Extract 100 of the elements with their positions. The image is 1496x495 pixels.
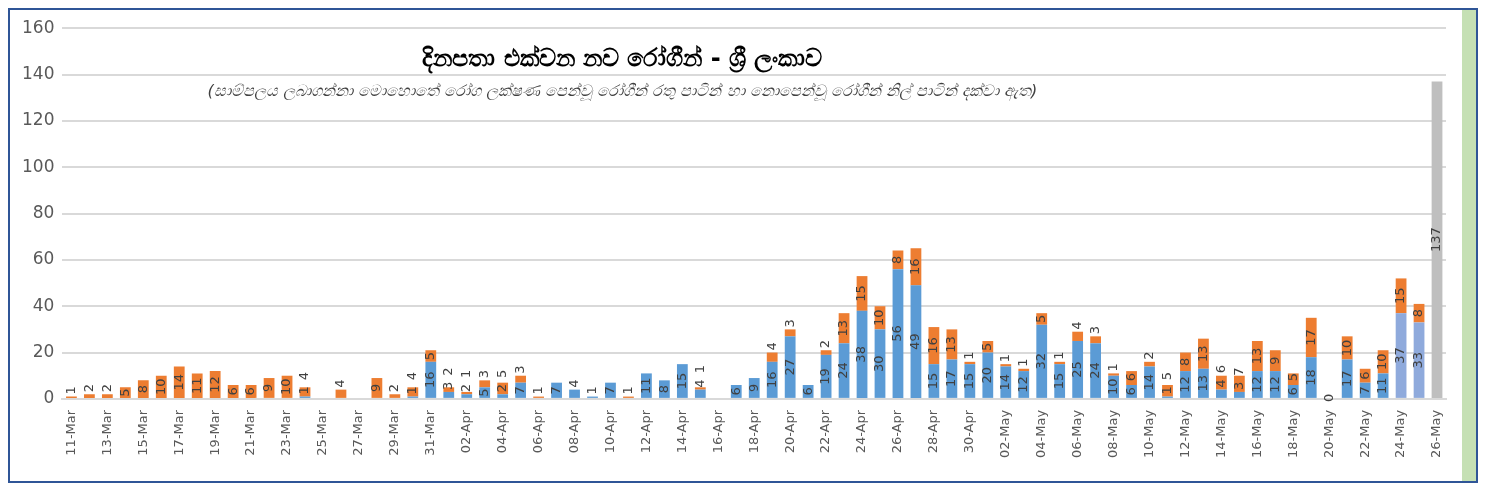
y-tick-label: 0: [43, 387, 55, 408]
data-label: 33: [1410, 351, 1426, 369]
data-label: 8: [1176, 357, 1192, 366]
x-tick-label: 12-May: [1176, 409, 1192, 458]
data-label: 1: [997, 353, 1013, 363]
data-label: 11: [188, 377, 204, 394]
x-tick-label: 24-May: [1392, 409, 1408, 458]
x-tick-label: 27-Mar: [350, 409, 366, 456]
data-label: 1: [619, 386, 635, 395]
x-tick-label: 26-May: [1428, 409, 1444, 458]
x-tick-label: 21-Mar: [242, 409, 258, 456]
data-label: 13: [835, 319, 851, 337]
data-label: 2: [458, 383, 474, 393]
data-label: 9: [260, 383, 276, 393]
data-label: 14: [997, 373, 1013, 391]
x-tick-label: 18-May: [1284, 409, 1300, 458]
data-label: 5: [116, 388, 132, 397]
x-tick-label: 26-Apr: [889, 409, 905, 454]
data-label: 5: [1033, 314, 1049, 324]
data-label: 1: [404, 386, 420, 395]
data-label: 6: [1356, 371, 1372, 380]
data-label: 6: [224, 387, 240, 396]
data-label: 13: [1194, 375, 1210, 392]
x-tick-label: 11-Mar: [62, 409, 78, 456]
data-label: 5: [979, 342, 995, 351]
data-label: 13: [1194, 345, 1210, 362]
data-label: 10: [278, 378, 294, 396]
data-label: 8: [134, 384, 150, 394]
data-label: 3: [440, 381, 456, 390]
x-tick-label: 04-May: [1033, 409, 1049, 458]
x-tick-label: 20-May: [1320, 409, 1336, 458]
data-label: 10: [1338, 339, 1354, 357]
data-label: 137: [1428, 227, 1444, 253]
data-label: 4: [1212, 379, 1228, 388]
data-label: 9: [745, 383, 761, 393]
data-label: 7: [1230, 367, 1246, 376]
x-tick-label: 02-Apr: [458, 409, 474, 454]
data-label: 0: [1320, 393, 1336, 402]
data-label: 24: [835, 362, 851, 379]
data-label: 4: [296, 372, 312, 381]
data-label: 17: [1302, 329, 1318, 346]
data-label: 6: [727, 387, 743, 396]
data-label: 4: [763, 342, 779, 351]
data-label: 25: [1069, 361, 1085, 378]
data-label: 6: [242, 387, 258, 396]
data-label: 3: [1086, 326, 1102, 335]
data-label: 14: [1140, 373, 1156, 391]
x-tick-label: 16-May: [1248, 409, 1264, 458]
data-label: 6: [1122, 373, 1138, 382]
x-tick-label: 04-Apr: [494, 409, 510, 454]
data-label: 7: [601, 386, 617, 395]
data-label: 4: [565, 379, 581, 388]
text: (සාම්පලය ලබාගන්නා මොහොතේ රෝග ලක්ෂණ පෙන්වූ රෝගීන් රතු පාටින් හා නොපෙන්වූ රෝගීන් නිල් පාටින් දක්වා ඇත): [207, 81, 1038, 102]
x-tick-label: 17-Mar: [170, 409, 186, 456]
data-label: 1: [1051, 351, 1067, 360]
data-label: 1: [583, 386, 599, 395]
data-label: 1: [529, 386, 545, 395]
data-label: 11: [637, 377, 653, 394]
x-tick-label: 28-Apr: [925, 409, 941, 454]
data-label: 49: [907, 333, 923, 350]
data-label: 17: [1338, 370, 1354, 387]
data-label: 5: [476, 388, 492, 397]
data-label: 27: [781, 358, 797, 376]
x-tick-label: 10-May: [1140, 409, 1156, 458]
x-tick-label: 16-Apr: [709, 409, 725, 454]
data-label: 4: [691, 379, 707, 388]
data-label: 8: [655, 384, 671, 394]
data-label: 4: [332, 379, 348, 388]
y-tick-label: 140: [21, 62, 55, 83]
x-tick-label: 08-Apr: [565, 409, 581, 454]
data-label: 8: [889, 255, 905, 265]
x-tick-label: 06-Apr: [529, 409, 545, 454]
y-tick-label: 40: [32, 294, 55, 315]
data-label: 6: [1122, 387, 1138, 396]
data-label: 10: [152, 378, 168, 396]
data-label: 12: [1248, 376, 1264, 393]
data-label: 6: [1212, 365, 1228, 374]
data-label: 15: [925, 372, 941, 390]
data-label: 6: [799, 387, 815, 396]
data-label: 15: [673, 372, 689, 390]
data-label: 15: [1051, 372, 1067, 390]
data-label: 3: [1230, 381, 1246, 390]
data-label: 1: [296, 386, 312, 395]
x-tick-label: 20-Apr: [781, 409, 797, 454]
data-label: 10: [1374, 353, 1390, 371]
x-tick-label: 10-Apr: [601, 409, 617, 454]
x-tick-label: 19-Mar: [206, 409, 222, 456]
data-label: 12: [206, 376, 222, 393]
data-label: 5: [494, 369, 510, 378]
x-tick-label: 30-Apr: [961, 409, 977, 454]
x-tick-label: 15-Mar: [134, 409, 150, 456]
data-label: 9: [1266, 356, 1282, 365]
data-label: 12: [1015, 376, 1031, 393]
x-tick-label: 22-Apr: [817, 409, 833, 454]
data-label: 13: [943, 336, 959, 353]
data-label: 12: [1266, 376, 1282, 393]
x-tick-label: 18-Apr: [745, 409, 761, 454]
data-label: 9: [368, 383, 384, 393]
data-label: 8: [1410, 309, 1426, 318]
data-label: 1: [691, 365, 707, 374]
